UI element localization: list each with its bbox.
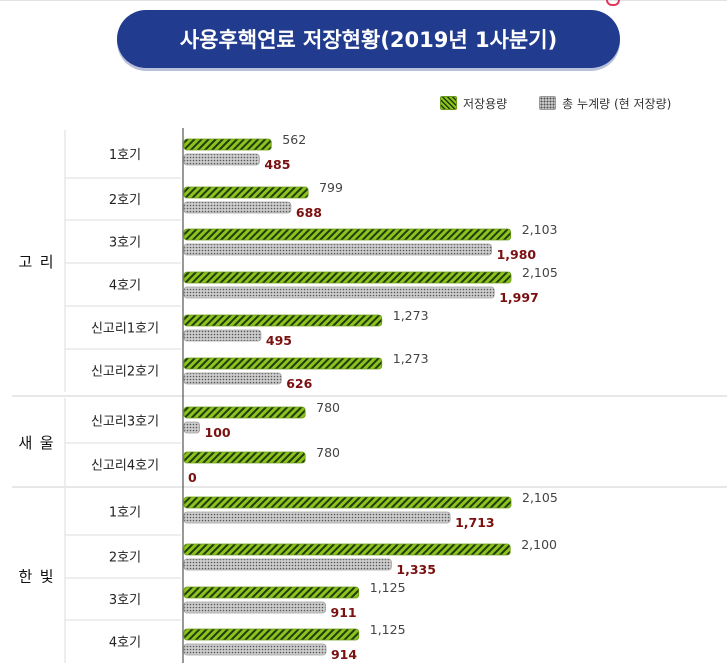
- capacity-value-label: 2,105: [522, 265, 558, 280]
- group-label: 새 울: [18, 434, 53, 452]
- stored-value-label: 688: [296, 205, 322, 220]
- stored-value-label: 100: [205, 425, 231, 440]
- stored-value-label: 495: [266, 333, 292, 348]
- legend-capacity-label: 저장용량: [463, 96, 508, 111]
- capacity-bar: [183, 406, 306, 419]
- unit-label: 신고리2호기: [91, 365, 159, 380]
- capacity-bar: [183, 314, 383, 327]
- unit-label: 3호기: [109, 593, 141, 608]
- unit-label: 3호기: [109, 236, 141, 251]
- stored-value-label: 1,997: [499, 290, 539, 305]
- capacity-bar: [183, 271, 512, 284]
- capacity-bar: [183, 586, 360, 599]
- capacity-bar: [183, 228, 512, 241]
- legend-capacity-swatch: [440, 96, 457, 110]
- stored-bar: [183, 601, 326, 614]
- capacity-bar: [183, 496, 512, 509]
- chart-title: 사용후핵연료 저장현황(2019년 1사분기): [117, 10, 620, 68]
- capacity-value-label: 1,125: [370, 622, 406, 637]
- unit-label: 신고리1호기: [91, 322, 159, 337]
- unit-label: 1호기: [109, 506, 141, 521]
- stored-bar: [183, 201, 292, 214]
- capacity-bar: [183, 543, 511, 556]
- unit-label: 4호기: [109, 636, 141, 651]
- stored-bar: [183, 243, 492, 256]
- stored-value-label: 485: [264, 157, 290, 172]
- unit-label: 신고리3호기: [91, 415, 159, 430]
- stored-value-label: 914: [331, 647, 357, 662]
- stored-value-label: 1,980: [497, 247, 537, 262]
- stored-bar: [183, 329, 262, 342]
- capacity-value-label: 2,105: [522, 490, 558, 505]
- group-label: 고 리: [18, 253, 53, 271]
- accent-mark: [606, 0, 620, 6]
- stored-bar: [183, 372, 282, 385]
- capacity-value-label: 2,103: [522, 222, 558, 237]
- capacity-value-label: 780: [316, 400, 340, 415]
- stored-value-label: 1,713: [455, 515, 495, 530]
- stored-bar: [183, 643, 327, 656]
- top-rule: [0, 0, 727, 1]
- capacity-value-label: 2,100: [521, 537, 557, 552]
- stored-bar: [183, 286, 495, 299]
- capacity-bar: [183, 451, 306, 464]
- stored-bar: [183, 511, 451, 524]
- stored-value-label: 626: [286, 376, 312, 391]
- capacity-value-label: 1,125: [370, 580, 406, 595]
- legend-stored-label: 총 누계량 (현 저장량): [562, 96, 672, 111]
- capacity-bar: [183, 138, 272, 151]
- legend: 저장용량 총 누계량 (현 저장량): [440, 94, 671, 112]
- stored-value-label: 1,335: [396, 562, 436, 577]
- stored-value-label: 0: [188, 470, 197, 485]
- stored-bar: [183, 558, 392, 571]
- unit-label: 2호기: [109, 551, 141, 566]
- legend-stored-swatch: [539, 96, 557, 110]
- capacity-value-label: 562: [282, 132, 306, 147]
- stored-bar: [183, 153, 260, 166]
- capacity-bar: [183, 628, 360, 641]
- unit-label: 4호기: [109, 279, 141, 294]
- capacity-value-label: 780: [316, 445, 340, 460]
- capacity-value-label: 799: [319, 180, 343, 195]
- capacity-bar: [183, 186, 309, 199]
- unit-label: 1호기: [109, 148, 141, 163]
- capacity-value-label: 1,273: [393, 308, 429, 323]
- unit-label: 2호기: [109, 193, 141, 208]
- stored-bar: [183, 421, 200, 434]
- capacity-bar: [183, 357, 383, 370]
- capacity-value-label: 1,273: [393, 351, 429, 366]
- group-label: 한 빛: [18, 568, 53, 586]
- unit-label: 신고리4호기: [91, 459, 159, 474]
- stored-value-label: 911: [331, 605, 357, 620]
